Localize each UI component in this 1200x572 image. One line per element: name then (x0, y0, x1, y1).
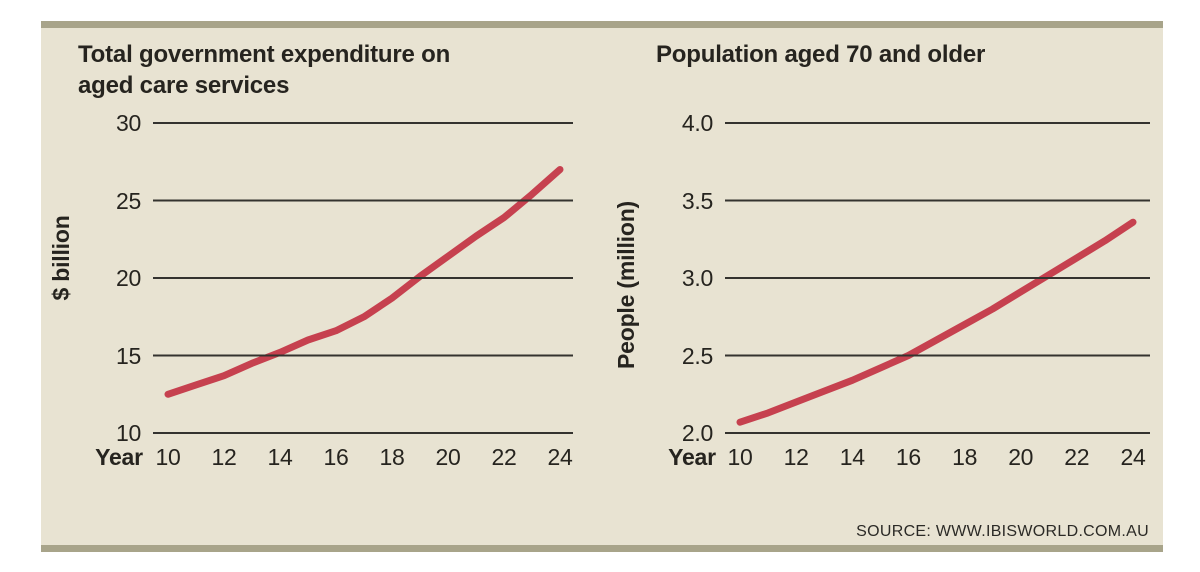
chart-panel: Total government expenditure on aged car… (41, 21, 1163, 552)
panel-bottom-border (41, 545, 1163, 552)
data-line-expenditure (164, 166, 564, 398)
data-line-population (736, 218, 1137, 426)
source-credit: SOURCE: WWW.IBISWORLD.COM.AU (856, 523, 1149, 540)
panel-top-border (41, 21, 1163, 28)
charts-plot-svg (153, 122, 1150, 434)
